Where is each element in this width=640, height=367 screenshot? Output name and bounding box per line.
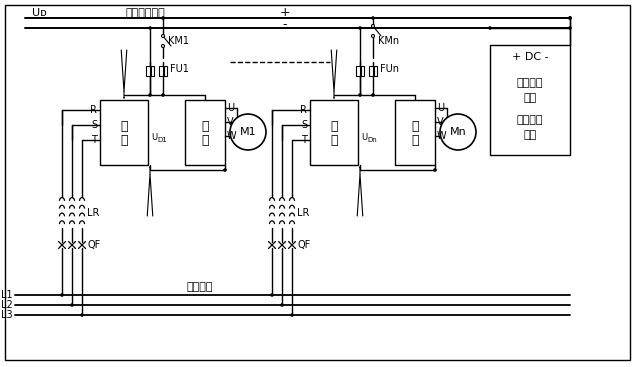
Circle shape xyxy=(358,26,362,30)
Text: L1: L1 xyxy=(1,290,13,300)
Circle shape xyxy=(148,93,152,97)
Circle shape xyxy=(568,16,572,20)
Text: 变: 变 xyxy=(201,134,209,146)
Text: S: S xyxy=(301,120,307,130)
Circle shape xyxy=(371,25,374,28)
Text: LR: LR xyxy=(87,208,99,218)
Text: 公共制动: 公共制动 xyxy=(516,78,543,88)
Bar xyxy=(150,66,154,76)
Text: M1: M1 xyxy=(240,127,256,137)
Text: FUn: FUn xyxy=(380,64,399,74)
Circle shape xyxy=(568,26,572,30)
Bar xyxy=(395,100,435,165)
Text: 变: 变 xyxy=(412,134,419,146)
Text: W: W xyxy=(227,131,237,141)
Bar xyxy=(185,100,225,165)
Text: KM1: KM1 xyxy=(168,36,189,46)
Text: U: U xyxy=(437,103,444,113)
Text: Uᴅ: Uᴅ xyxy=(32,8,47,18)
Text: 整: 整 xyxy=(120,120,128,134)
Bar xyxy=(356,66,360,76)
Text: W: W xyxy=(437,131,447,141)
Text: 逆: 逆 xyxy=(412,120,419,134)
Text: T: T xyxy=(301,135,307,145)
Text: V: V xyxy=(437,117,444,127)
Circle shape xyxy=(161,34,164,37)
Circle shape xyxy=(371,34,374,37)
Circle shape xyxy=(230,114,266,150)
Text: L3: L3 xyxy=(1,310,13,320)
Text: + DC -: + DC - xyxy=(512,52,548,62)
Text: -: - xyxy=(283,18,287,32)
Circle shape xyxy=(60,293,64,297)
Text: 共用直流母线: 共用直流母线 xyxy=(125,8,165,18)
Text: U: U xyxy=(227,103,234,113)
Circle shape xyxy=(433,168,437,172)
Text: R: R xyxy=(90,105,97,115)
Circle shape xyxy=(148,26,152,30)
Text: 能量回馈: 能量回馈 xyxy=(516,115,543,125)
Text: L2: L2 xyxy=(1,300,13,310)
Bar xyxy=(374,66,377,76)
Circle shape xyxy=(70,303,74,307)
Circle shape xyxy=(488,26,492,30)
Bar xyxy=(310,100,358,165)
Text: 单元: 单元 xyxy=(524,93,536,103)
Circle shape xyxy=(161,93,165,97)
Text: Dn: Dn xyxy=(367,137,377,143)
Bar xyxy=(163,66,167,76)
Text: V: V xyxy=(227,117,234,127)
Text: Mn: Mn xyxy=(450,127,467,137)
Text: 三相进线: 三相进线 xyxy=(187,282,213,292)
Text: S: S xyxy=(91,120,97,130)
Text: LR: LR xyxy=(297,208,309,218)
Text: R: R xyxy=(300,105,307,115)
Text: 流: 流 xyxy=(330,134,338,146)
Circle shape xyxy=(280,303,284,307)
Circle shape xyxy=(161,16,165,20)
Text: U: U xyxy=(361,132,367,142)
Circle shape xyxy=(440,114,476,150)
Circle shape xyxy=(568,16,572,20)
Bar xyxy=(360,66,364,76)
Text: D1: D1 xyxy=(157,137,167,143)
Text: U: U xyxy=(151,132,157,142)
Circle shape xyxy=(290,313,294,317)
Text: 流: 流 xyxy=(120,134,128,146)
Bar xyxy=(369,66,372,76)
Bar xyxy=(159,66,163,76)
Text: 装置: 装置 xyxy=(524,130,536,140)
Text: +: + xyxy=(280,7,291,19)
Text: T: T xyxy=(91,135,97,145)
Text: KMn: KMn xyxy=(378,36,399,46)
Text: 整: 整 xyxy=(330,120,338,134)
Circle shape xyxy=(80,313,84,317)
Circle shape xyxy=(161,44,164,47)
Circle shape xyxy=(270,293,274,297)
Text: QF: QF xyxy=(297,240,310,250)
Text: FU1: FU1 xyxy=(170,64,189,74)
Text: QF: QF xyxy=(87,240,100,250)
Circle shape xyxy=(223,168,227,172)
Circle shape xyxy=(371,93,375,97)
Bar xyxy=(490,45,570,155)
Bar xyxy=(100,100,148,165)
Text: 逆: 逆 xyxy=(201,120,209,134)
Bar xyxy=(146,66,150,76)
Circle shape xyxy=(358,93,362,97)
Circle shape xyxy=(371,16,375,20)
